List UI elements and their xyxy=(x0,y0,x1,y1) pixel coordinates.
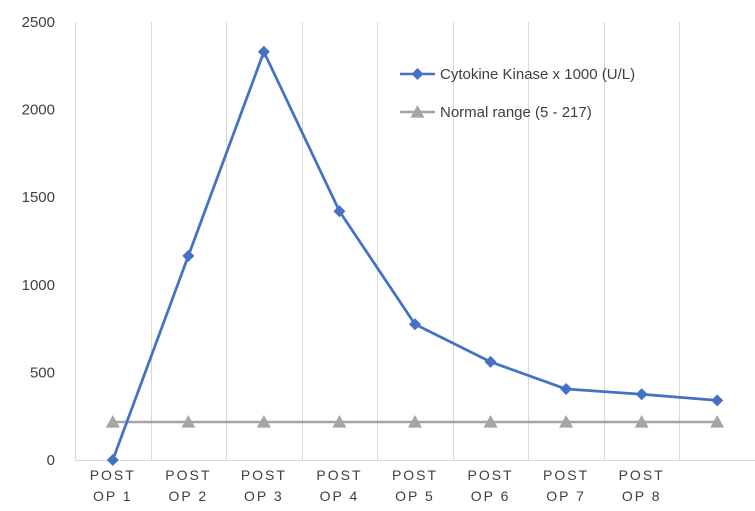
x-tick-label: POST xyxy=(165,467,211,483)
data-point xyxy=(559,414,574,428)
series-cytokine-kinase xyxy=(106,45,724,466)
x-tick-label: OP 2 xyxy=(169,488,209,504)
x-tick-label: POST xyxy=(392,467,438,483)
x-tick-label: OP 8 xyxy=(622,488,662,504)
x-tick-label: OP 4 xyxy=(320,488,360,504)
y-tick-label: 0 xyxy=(47,452,55,469)
legend-marker-triangle-icon xyxy=(410,105,425,118)
data-point xyxy=(484,355,497,368)
data-point xyxy=(635,388,648,401)
data-point xyxy=(182,249,195,262)
legend-label: Cytokine Kinase x 1000 (U/L) xyxy=(440,66,635,83)
data-point xyxy=(106,454,119,466)
data-point xyxy=(332,414,347,428)
legend-label: Normal range (5 - 217) xyxy=(440,104,592,121)
legend-entry: Normal range (5 - 217) xyxy=(400,104,592,121)
y-tick-label: 1500 xyxy=(22,189,55,206)
data-point xyxy=(560,383,573,396)
x-tick-label: OP 3 xyxy=(244,488,284,504)
y-tick-label: 500 xyxy=(30,364,55,381)
x-tick-label: OP 7 xyxy=(546,488,586,504)
legend-entry: Cytokine Kinase x 1000 (U/L) xyxy=(400,66,635,83)
x-tick-label: OP 6 xyxy=(471,488,511,504)
data-point xyxy=(634,414,649,428)
x-tick-label: POST xyxy=(90,467,136,483)
y-tick-label: 1000 xyxy=(22,277,55,294)
x-tick-label: POST xyxy=(467,467,513,483)
x-tick-label: POST xyxy=(619,467,665,483)
data-point xyxy=(257,45,270,58)
x-tick-label: POST xyxy=(543,467,589,483)
data-point xyxy=(710,414,725,428)
data-point xyxy=(181,414,196,428)
legend-marker-diamond-icon xyxy=(411,68,424,80)
series-normal-range xyxy=(105,414,725,428)
data-point xyxy=(105,414,120,428)
data-point xyxy=(333,205,346,218)
x-tick-label: POST xyxy=(241,467,287,483)
data-point xyxy=(409,318,421,331)
data-point xyxy=(408,414,422,428)
y-tick-label: 2500 xyxy=(22,14,55,31)
data-point xyxy=(483,414,498,428)
x-tick-label: OP 5 xyxy=(395,488,435,504)
data-point xyxy=(711,394,724,407)
data-point xyxy=(256,414,271,428)
y-tick-label: 2000 xyxy=(22,102,55,119)
x-tick-label: OP 1 xyxy=(93,488,133,504)
x-tick-label: POST xyxy=(316,467,362,483)
